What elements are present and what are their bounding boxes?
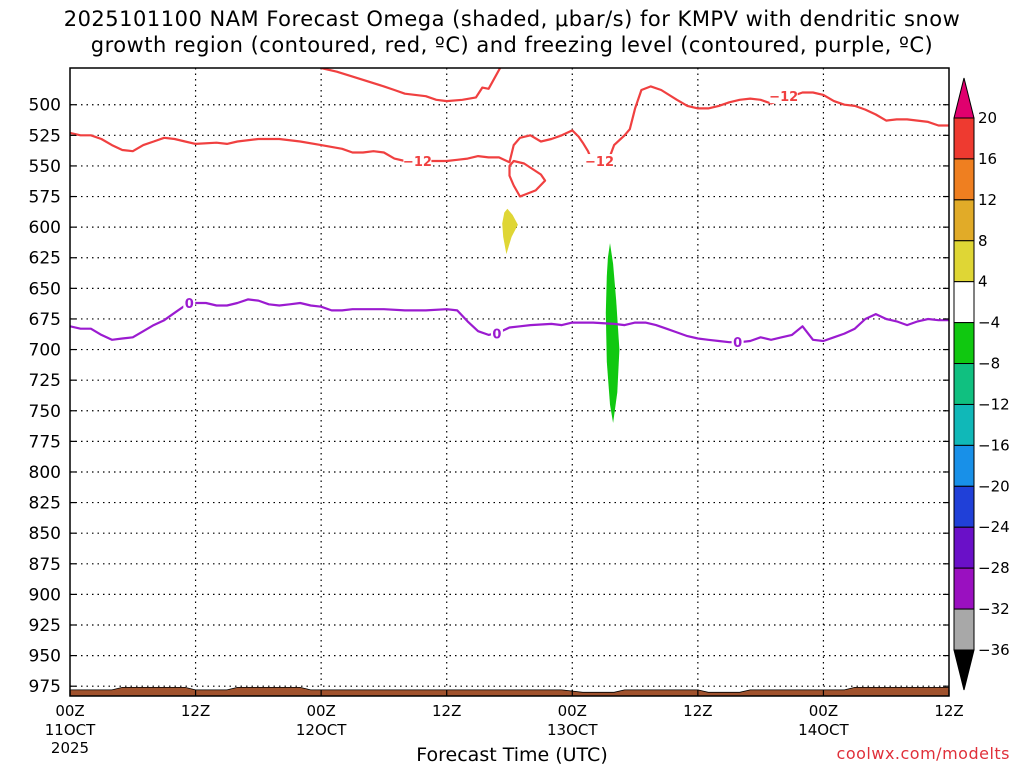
omega-shading (502, 208, 620, 423)
colorbar-box-7 (953, 403, 975, 446)
contour-label-bg-5 (731, 335, 744, 350)
colorbar-label-10: −24 (978, 518, 1010, 536)
terrain (70, 687, 949, 696)
y-tick-label-575: 575 (29, 188, 61, 208)
colorbar-label-1: 16 (978, 150, 997, 168)
colorbar-label-6: −8 (978, 355, 1000, 373)
contour-label-0: −12 (403, 155, 432, 170)
plot-frame (69, 67, 950, 697)
contour-label-5: 0 (733, 336, 742, 351)
contour-label-4: 0 (492, 328, 501, 343)
grid-lines (70, 68, 949, 696)
y-tick-label-975: 975 (29, 677, 61, 697)
x-tick-year-0: 2025 (51, 739, 89, 757)
chart-title-line2: growth region (contoured, red, ºC) and f… (90, 33, 934, 57)
omega-shade-1 (605, 243, 620, 423)
colorbar-box-12 (953, 608, 975, 651)
colorbar-label-5: −4 (978, 314, 1000, 332)
colorbar-arrow-top (953, 77, 975, 119)
y-tick-label-875: 875 (29, 555, 61, 575)
credit-link[interactable]: coolwx.com/modelts (836, 744, 1010, 763)
contour-label-bg-0 (403, 154, 432, 169)
y-tick-label-825: 825 (29, 494, 61, 514)
x-tick-label-72: 00Z (809, 702, 838, 720)
colorbar-label-13: −36 (978, 641, 1010, 659)
colorbar-box-3 (953, 240, 975, 283)
y-tick-label-525: 525 (29, 126, 61, 146)
terrain-fill (70, 687, 949, 696)
chart-title: 2025101100 NAM Forecast Omega (shaded, μ… (0, 6, 1024, 58)
y-tick-label-550: 550 (29, 157, 61, 177)
contour-line-2 (508, 159, 547, 198)
y-tick-label-775: 775 (29, 432, 61, 452)
colorbar-box-8 (953, 444, 975, 487)
colorbar-label-0: 20 (978, 109, 997, 127)
contour-label-3: 0 (185, 297, 194, 312)
colorbar-label-12: −32 (978, 600, 1010, 618)
colorbar-box-11 (953, 567, 975, 610)
y-tick-label-900: 900 (29, 585, 61, 605)
contour-line-3 (70, 298, 949, 344)
colorbar: 20 16 12 8 4 −4 −8 −12 −16 −20 −24 −28 −32 −36 (953, 77, 1010, 691)
y-tick-label-675: 675 (29, 310, 61, 330)
y-tick-label-800: 800 (29, 463, 61, 483)
contour-label-bg-4 (490, 326, 503, 341)
colorbar-label-11: −28 (978, 559, 1010, 577)
contour-label-bg-3 (183, 296, 196, 311)
y-tick-label-950: 950 (29, 647, 61, 667)
axes: 500 525 550 575 600 625 650 675 700 725 750 775 800 8… (29, 67, 964, 757)
y-tick-label-925: 925 (29, 616, 61, 636)
colorbar-box-5 (953, 322, 975, 365)
x-tick-label-36: 12Z (432, 702, 461, 720)
contour-line-0 (320, 68, 502, 103)
y-tick-label-725: 725 (29, 371, 61, 391)
y-tick-label-700: 700 (29, 341, 61, 361)
colorbar-box-1 (953, 158, 975, 201)
x-tick-label-84: 12Z (934, 702, 963, 720)
x-axis-title: Forecast Time (UTC) (416, 744, 608, 766)
contour-label-bg-1 (585, 154, 614, 169)
x-tick-label-0: 00Z (55, 702, 84, 720)
colorbar-arrow-bottom (953, 649, 975, 691)
chart-title-line1: 2025101100 NAM Forecast Omega (shaded, μ… (63, 7, 961, 31)
colorbar-label-4: 4 (978, 273, 988, 291)
x-tick-date-0: 11OCT (45, 721, 96, 739)
colorbar-label-7: −12 (978, 395, 1010, 413)
y-tick-label-625: 625 (29, 249, 61, 269)
x-tick-label-24: 00Z (306, 702, 335, 720)
x-tick-label-60: 12Z (683, 702, 712, 720)
y-tick-label-500: 500 (29, 96, 61, 116)
colorbar-box-9 (953, 485, 975, 528)
contours: −12 −12 −12 0 0 0 (70, 68, 949, 351)
colorbar-label-9: −20 (978, 477, 1010, 495)
contour-label-1: −12 (585, 155, 614, 170)
y-tick-label-750: 750 (29, 402, 61, 422)
colorbar-box-6 (953, 363, 975, 405)
colorbar-box-0 (953, 117, 975, 160)
colorbar-box-4 (953, 281, 975, 324)
x-tick-label-48: 00Z (558, 702, 587, 720)
x-tick-date-24: 12OCT (296, 721, 347, 739)
x-tick-date-72: 14OCT (798, 721, 849, 739)
omega-shade-0 (502, 208, 518, 255)
colorbar-label-3: 8 (978, 232, 988, 250)
y-tick-label-850: 850 (29, 524, 61, 544)
contour-label-bg-2 (769, 89, 798, 104)
y-tick-label-650: 650 (29, 279, 61, 299)
colorbar-label-8: −16 (978, 436, 1010, 454)
x-tick-date-48: 13OCT (547, 721, 598, 739)
colorbar-label-2: 12 (978, 191, 997, 209)
colorbar-box-10 (953, 526, 975, 569)
y-tick-label-600: 600 (29, 218, 61, 238)
x-tick-label-12: 12Z (181, 702, 210, 720)
colorbar-box-2 (953, 199, 975, 242)
contour-label-2: −12 (769, 90, 798, 105)
